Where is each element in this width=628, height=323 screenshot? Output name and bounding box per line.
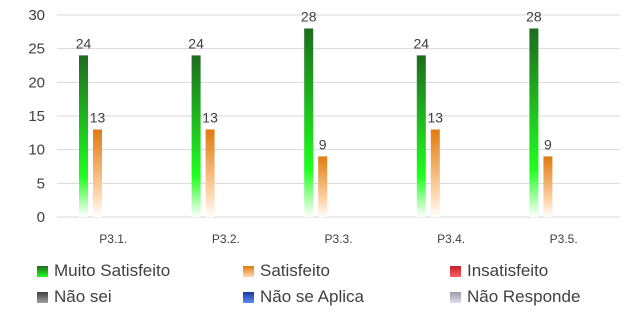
data-label: 13 <box>90 109 106 125</box>
bar-muito-satisfeito-P31 <box>79 55 88 218</box>
data-label: 24 <box>414 35 430 51</box>
data-labels: 24 13 24 13 28 9 24 13 28 9 <box>76 8 552 152</box>
bar-muito-satisfeito-P33 <box>304 28 314 217</box>
x-tick-label: P3.3. <box>324 232 352 246</box>
data-label: 9 <box>319 136 327 152</box>
bar-satisfeito-P33 <box>318 156 328 217</box>
y-tick-label: 5 <box>37 175 45 192</box>
y-axis-ticks: 0 5 10 15 20 25 30 <box>28 7 45 226</box>
bar-muito-satisfeito-P35 <box>529 28 539 217</box>
data-label: 13 <box>202 109 218 125</box>
bar-muito-satisfeito-P34 <box>416 55 426 218</box>
bar-satisfeito-P32 <box>205 129 215 217</box>
x-tick-label: P3.2. <box>212 232 240 246</box>
y-tick-label: 25 <box>28 41 45 58</box>
data-label: 9 <box>544 136 552 152</box>
x-tick-label: P3.5. <box>550 232 578 246</box>
y-tick-label: 0 <box>37 209 45 226</box>
y-tick-label: 20 <box>28 74 45 91</box>
bar-satisfeito-P34 <box>430 129 440 217</box>
y-tick-label: 15 <box>28 108 45 125</box>
x-tick-label: P3.1. <box>99 232 127 246</box>
bars <box>79 28 553 218</box>
bar-satisfeito-P35 <box>543 156 553 217</box>
data-label: 28 <box>301 8 317 24</box>
y-tick-label: 30 <box>28 7 45 24</box>
bar-muito-satisfeito-P32 <box>191 55 201 218</box>
x-axis-ticks: P3.1. P3.2. P3.3. P3.4. P3.5. <box>99 232 577 246</box>
data-label: 24 <box>188 35 204 51</box>
y-tick-label: 10 <box>28 142 45 159</box>
data-label: 24 <box>76 35 92 51</box>
bar-satisfeito-P31 <box>93 129 102 217</box>
data-label: 28 <box>526 8 542 24</box>
data-label: 13 <box>428 109 444 125</box>
x-tick-label: P3.4. <box>437 232 465 246</box>
gridlines <box>57 14 620 218</box>
